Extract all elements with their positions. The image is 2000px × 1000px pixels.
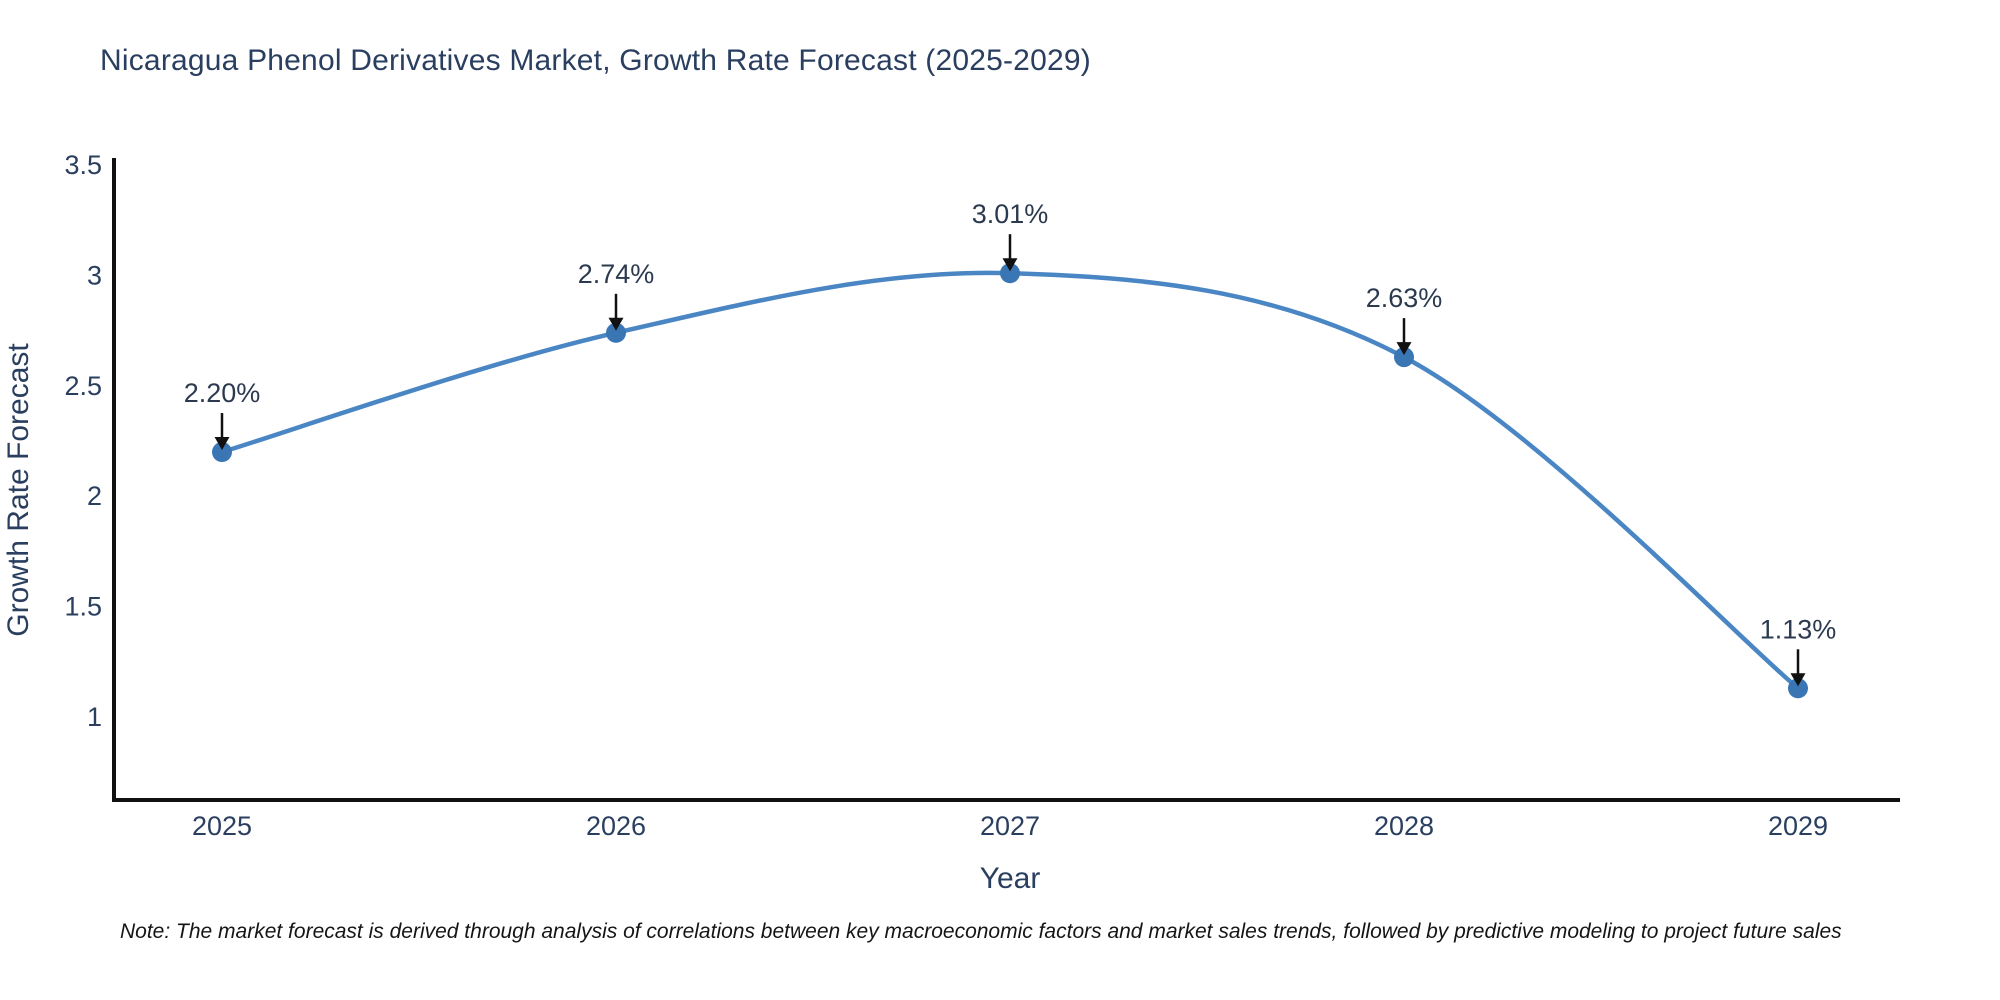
annotation-label: 2.74% <box>578 259 655 289</box>
trend-line <box>219 270 1801 691</box>
x-tick-label: 2026 <box>586 811 646 841</box>
data-point-marker <box>1394 347 1414 368</box>
annotation-arrowhead <box>1396 342 1412 356</box>
annotation-label: 2.63% <box>1366 283 1443 313</box>
annotation-label: 2.20% <box>184 378 261 408</box>
annotation-arrowhead <box>608 317 624 331</box>
y-tick-label: 2.5 <box>64 371 102 401</box>
chart-title: Nicaragua Phenol Derivatives Market, Gro… <box>100 44 1091 77</box>
data-point-marker <box>1788 678 1808 699</box>
annotation-arrowhead <box>214 437 230 451</box>
y-tick-label: 3 <box>87 260 102 290</box>
annotation-arrowhead <box>1790 673 1806 687</box>
x-tick-label: 2025 <box>192 811 252 841</box>
annotation-label: 1.13% <box>1760 614 1837 644</box>
x-tick-label: 2027 <box>980 811 1040 841</box>
x-tick-label: 2028 <box>1374 811 1434 841</box>
data-point-marker <box>606 322 626 343</box>
annotation-arrowhead <box>1002 258 1018 272</box>
y-tick-label: 2 <box>87 481 102 511</box>
chart-footnote: Note: The market forecast is derived thr… <box>120 920 1842 943</box>
y-tick-label: 1.5 <box>64 592 102 622</box>
data-point-marker <box>1000 263 1020 284</box>
y-tick-label: 3.5 <box>64 150 102 180</box>
x-tick-label: 2029 <box>1768 811 1828 841</box>
annotation-label: 3.01% <box>972 199 1049 229</box>
y-axis-title: Growth Rate Forecast <box>2 343 35 637</box>
x-axis-title: Year <box>980 862 1041 895</box>
y-tick-label: 1 <box>87 702 102 732</box>
data-point-marker <box>212 442 232 463</box>
